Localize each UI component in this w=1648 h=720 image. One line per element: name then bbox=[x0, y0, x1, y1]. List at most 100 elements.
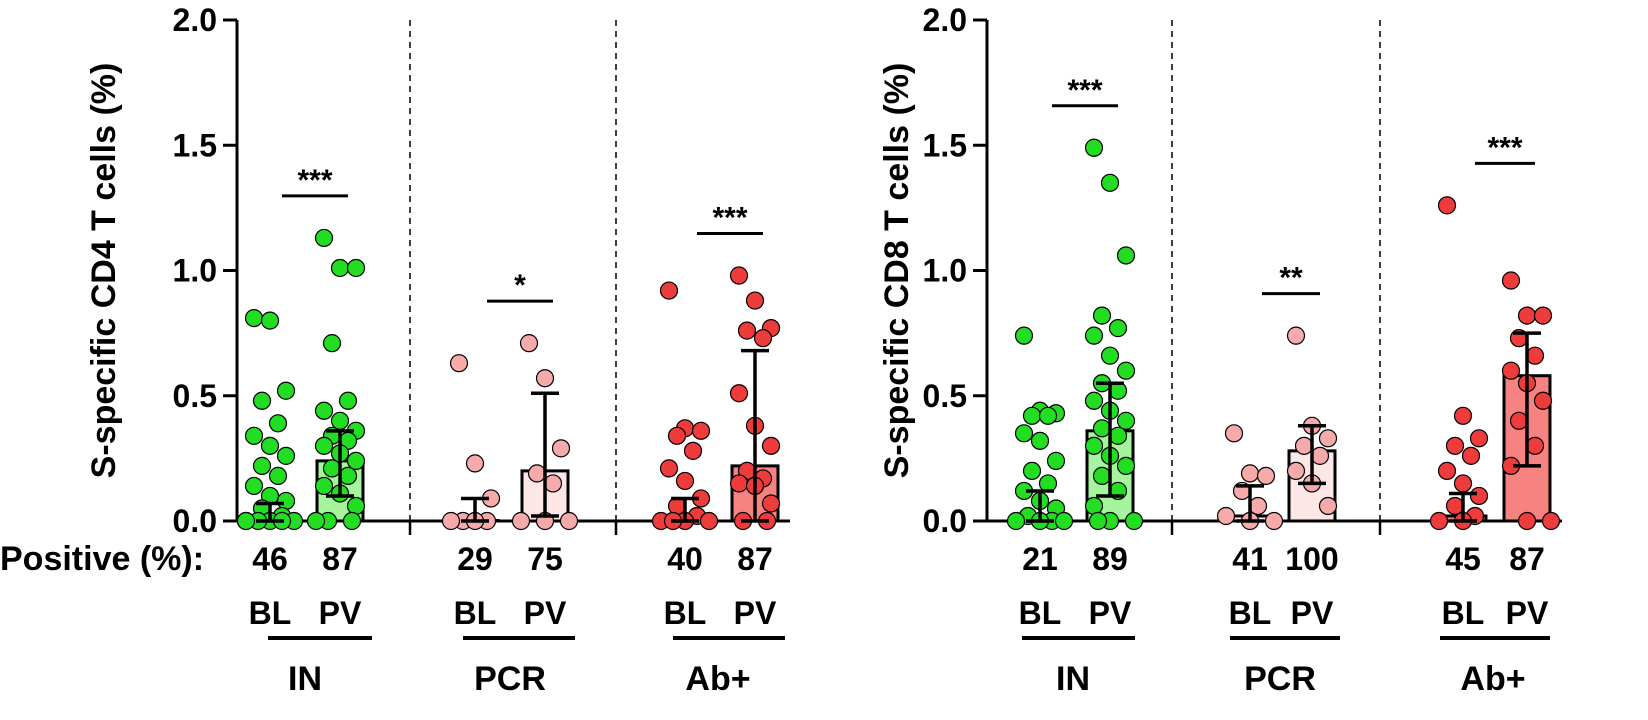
y-tick-label: 1.0 bbox=[923, 253, 967, 289]
data-point bbox=[511, 511, 531, 531]
data-point bbox=[1022, 406, 1042, 425]
data-point bbox=[306, 511, 326, 531]
data-point bbox=[543, 474, 563, 493]
data-point bbox=[1116, 246, 1136, 265]
data-point bbox=[729, 266, 749, 285]
data-point bbox=[1501, 361, 1521, 380]
y-tick-label: 2.0 bbox=[923, 2, 967, 38]
data-point bbox=[1461, 446, 1481, 465]
data-point bbox=[449, 354, 469, 373]
data-point bbox=[1248, 496, 1268, 516]
data-point bbox=[338, 391, 358, 410]
data-point bbox=[346, 451, 366, 470]
data-point bbox=[659, 281, 679, 300]
positive-percent: 41 bbox=[1232, 541, 1268, 577]
data-point bbox=[519, 334, 539, 353]
data-point bbox=[1445, 496, 1465, 516]
data-point bbox=[330, 411, 350, 430]
group-label: Ab+ bbox=[1460, 660, 1525, 698]
data-point bbox=[465, 454, 485, 473]
data-point bbox=[1006, 511, 1026, 531]
positive-percent: 89 bbox=[1092, 541, 1128, 577]
data-point bbox=[314, 436, 334, 455]
condition-label: BL bbox=[249, 595, 292, 631]
data-point bbox=[346, 496, 366, 516]
condition-label: BL bbox=[454, 595, 497, 631]
y-tick-label: 2.0 bbox=[173, 2, 217, 38]
data-point bbox=[551, 439, 571, 458]
data-point bbox=[1084, 326, 1104, 345]
condition-label: PV bbox=[1089, 595, 1132, 631]
data-point bbox=[1318, 429, 1338, 448]
data-point bbox=[667, 426, 687, 445]
data-point bbox=[1108, 426, 1128, 445]
data-point bbox=[1525, 436, 1545, 455]
data-point bbox=[1022, 461, 1042, 480]
positive-percent: 29 bbox=[457, 541, 493, 577]
significance-stars: *** bbox=[1067, 74, 1102, 107]
data-point bbox=[1517, 306, 1537, 325]
group-label: Ab+ bbox=[685, 660, 750, 698]
data-point bbox=[1525, 346, 1545, 365]
data-point bbox=[244, 308, 264, 328]
data-point bbox=[314, 401, 334, 420]
condition-label: BL bbox=[1229, 595, 1272, 631]
data-point bbox=[260, 436, 280, 455]
significance-stars: * bbox=[514, 269, 526, 302]
data-point bbox=[441, 511, 461, 531]
data-point bbox=[322, 334, 342, 353]
data-point bbox=[268, 414, 288, 433]
positive-row-label: Positive (%): bbox=[0, 540, 204, 578]
data-point bbox=[1084, 496, 1104, 516]
positive-percent: 46 bbox=[252, 541, 288, 577]
positive-percent: 45 bbox=[1445, 541, 1481, 577]
data-point bbox=[737, 321, 757, 340]
data-point bbox=[1541, 511, 1561, 531]
data-point bbox=[330, 258, 350, 278]
group-label: IN bbox=[1056, 660, 1090, 698]
data-point bbox=[1088, 511, 1108, 531]
y-axis-label: S-specific CD4 T cells (%) bbox=[85, 63, 123, 479]
positive-percent: 40 bbox=[667, 541, 703, 577]
data-point bbox=[1116, 361, 1136, 380]
data-point bbox=[1264, 511, 1284, 531]
condition-label: PV bbox=[1291, 595, 1334, 631]
data-point bbox=[527, 464, 547, 483]
data-point bbox=[1030, 431, 1050, 450]
condition-label: BL bbox=[1019, 595, 1062, 631]
data-point bbox=[1445, 436, 1465, 455]
data-point bbox=[1092, 306, 1112, 325]
data-point bbox=[753, 329, 773, 348]
data-point bbox=[244, 476, 264, 496]
data-point bbox=[1509, 411, 1529, 430]
significance-stars: ** bbox=[1279, 262, 1303, 295]
significance-stars: *** bbox=[297, 164, 332, 197]
positive-percent: 100 bbox=[1285, 541, 1338, 577]
data-point bbox=[236, 511, 256, 531]
data-point bbox=[1084, 138, 1104, 157]
data-point bbox=[1240, 464, 1260, 483]
data-point bbox=[761, 436, 781, 455]
data-point bbox=[268, 466, 288, 486]
y-axis-label: S-specific CD8 T cells (%) bbox=[878, 63, 916, 479]
data-point bbox=[252, 391, 272, 410]
data-point bbox=[1046, 451, 1066, 470]
data-point bbox=[1216, 506, 1236, 526]
data-point bbox=[1286, 326, 1306, 345]
data-point bbox=[1084, 391, 1104, 410]
data-point bbox=[1092, 466, 1112, 486]
data-point bbox=[1054, 511, 1074, 531]
data-point bbox=[338, 466, 358, 486]
positive-percent: 75 bbox=[527, 541, 563, 577]
data-point bbox=[535, 369, 555, 388]
data-point bbox=[1453, 474, 1473, 493]
condition-label: BL bbox=[1442, 595, 1485, 631]
group-label: PCR bbox=[474, 660, 546, 698]
data-point bbox=[342, 511, 362, 531]
data-point bbox=[1014, 326, 1034, 345]
condition-label: PV bbox=[1506, 595, 1549, 631]
data-point bbox=[1108, 319, 1128, 338]
data-point bbox=[276, 381, 296, 400]
data-point bbox=[1437, 461, 1457, 480]
y-tick-label: 1.5 bbox=[923, 127, 967, 163]
